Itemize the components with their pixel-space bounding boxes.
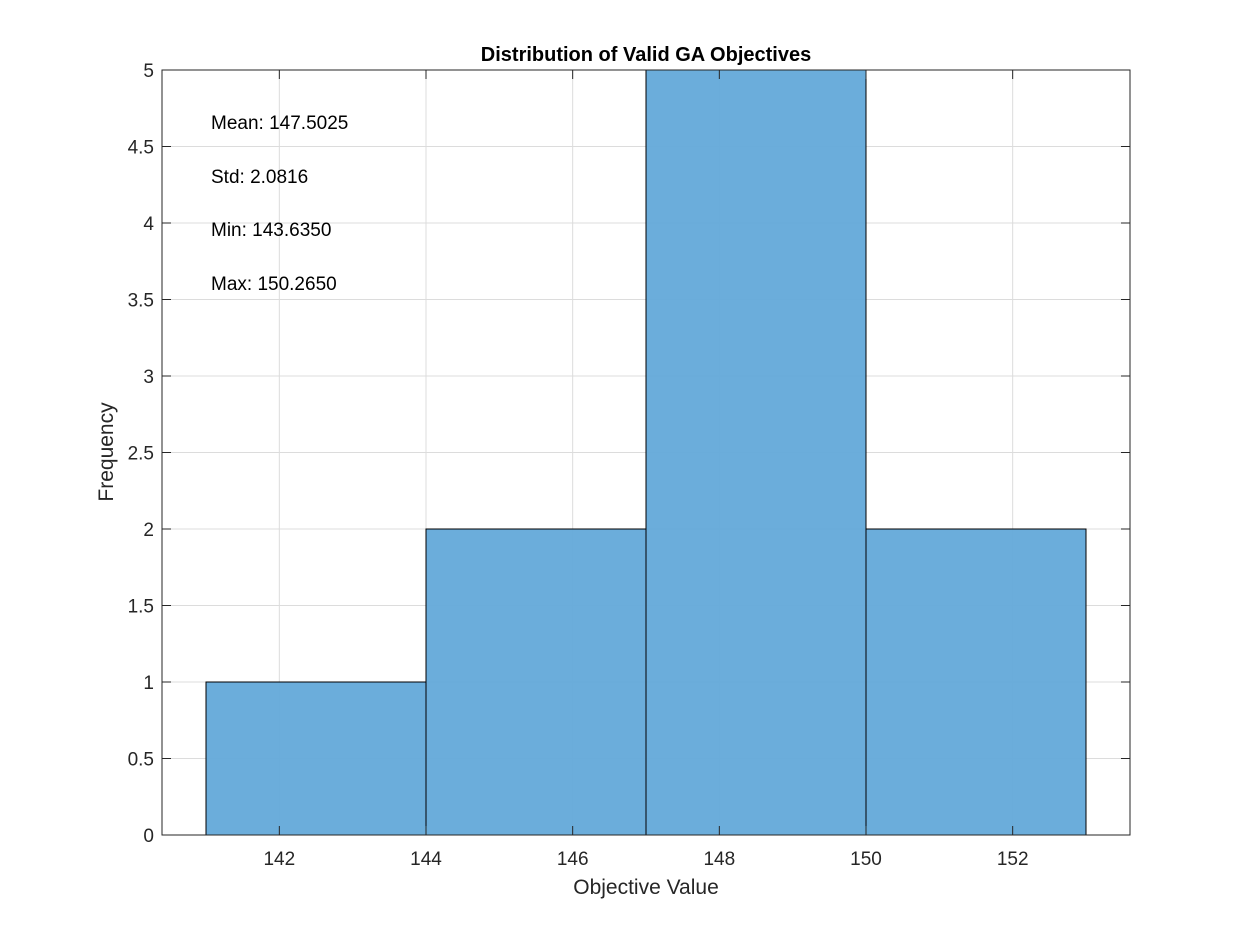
- x-tick-label: 148: [703, 849, 735, 870]
- y-tick-label: 0: [143, 826, 154, 847]
- annotation-min: Min: 143.6350: [211, 220, 331, 241]
- x-axis-label: Objective Value: [573, 876, 719, 899]
- y-axis-label: Frequency: [95, 402, 118, 502]
- chart-title: Distribution of Valid GA Objectives: [481, 44, 811, 66]
- y-tick-label: 2.5: [128, 444, 154, 465]
- annotation-std: Std: 2.0816: [211, 167, 308, 188]
- x-tick-label: 146: [557, 849, 589, 870]
- y-tick-label: 1: [143, 673, 154, 694]
- x-tick-label: 152: [997, 849, 1029, 870]
- y-tick-label: 1.5: [128, 597, 154, 618]
- y-tick-label: 3: [143, 367, 154, 388]
- labels-layer: 142 144 146 148 150 152 0 0.5 1 1.5 2 2.5 3 3.5 4 4.5 5: [128, 61, 1029, 870]
- x-tick-label: 142: [263, 849, 295, 870]
- annotation-mean: Mean: 147.5025: [211, 113, 348, 134]
- x-tick-label: 150: [850, 849, 882, 870]
- y-tick-label: 4.5: [128, 138, 154, 159]
- histogram-bar: [645, 69, 867, 836]
- y-tick-label: 5: [143, 61, 154, 82]
- histogram-bar: [205, 681, 427, 836]
- annotation-max: Max: 150.2650: [211, 274, 337, 295]
- histogram-bar: [865, 528, 1087, 836]
- x-tick-label: 144: [410, 849, 442, 870]
- y-tick-label: 3.5: [128, 291, 154, 312]
- histogram-bar: [425, 528, 647, 836]
- ticks-layer: [162, 69, 1130, 836]
- bars-layer: [205, 69, 1087, 836]
- y-tick-label: 4: [143, 214, 154, 235]
- y-tick-label: 2: [143, 520, 154, 541]
- y-tick-label: 0.5: [128, 750, 154, 771]
